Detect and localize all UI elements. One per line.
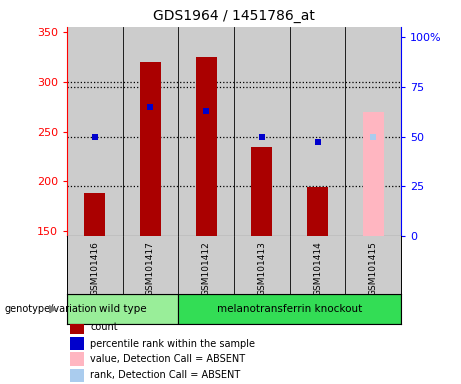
Bar (178, 294, 401, 324)
Bar (70, 353, 83, 366)
Text: count: count (90, 323, 118, 333)
Title: GDS1964 / 1451786_at: GDS1964 / 1451786_at (153, 9, 315, 23)
Text: GSM101416: GSM101416 (90, 241, 99, 296)
Text: ▶: ▶ (49, 304, 58, 314)
Bar (251, 147, 272, 236)
Bar (70, 321, 83, 334)
Text: GSM101414: GSM101414 (313, 241, 322, 296)
Text: percentile rank within the sample: percentile rank within the sample (90, 339, 255, 349)
Text: rank, Detection Call = ABSENT: rank, Detection Call = ABSENT (90, 370, 241, 380)
Text: melanotransferrin knockout: melanotransferrin knockout (217, 304, 362, 314)
Bar (140, 62, 161, 236)
Text: GSM101415: GSM101415 (369, 241, 378, 296)
Text: value, Detection Call = ABSENT: value, Detection Call = ABSENT (90, 354, 245, 364)
Bar (195, 57, 217, 236)
Bar (67, 294, 178, 324)
Bar (363, 112, 384, 236)
Bar (70, 369, 83, 382)
Text: genotype/variation: genotype/variation (5, 304, 97, 314)
Text: GSM101417: GSM101417 (146, 241, 155, 296)
Text: GSM101412: GSM101412 (201, 241, 211, 296)
Text: GSM101413: GSM101413 (257, 241, 266, 296)
Text: wild type: wild type (99, 304, 146, 314)
Bar (307, 187, 328, 236)
Bar (84, 193, 105, 236)
Bar (70, 337, 83, 350)
